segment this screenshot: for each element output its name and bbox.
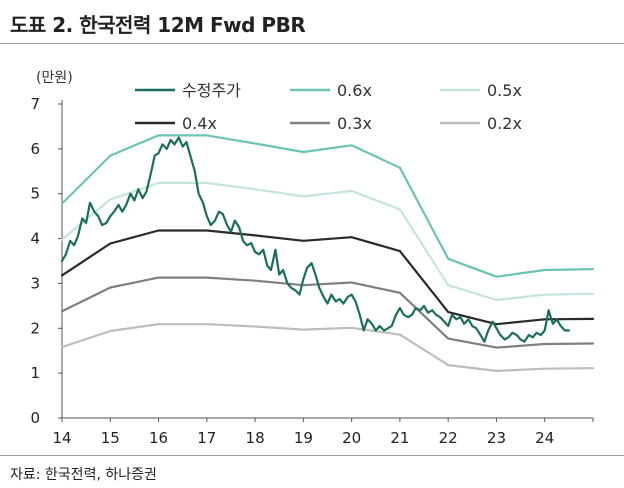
x-tick-label: 14 (52, 429, 71, 447)
figure-title: 도표 2. 한국전력 12M Fwd PBR (10, 13, 306, 37)
footer-divider (0, 455, 624, 456)
series-line-04x (60, 229, 595, 326)
series-line-05x (60, 181, 595, 302)
x-tick-label: 20 (342, 429, 361, 447)
x-tick-label: 17 (197, 429, 216, 447)
source-note: 자료: 한국전력, 하나증권 (10, 467, 157, 483)
y-tick-label: 0 (30, 409, 40, 427)
series-line-price (60, 136, 570, 343)
x-tick-label: 21 (390, 429, 409, 447)
series-line-03x (60, 276, 595, 349)
x-tick-label: 22 (439, 429, 458, 447)
y-tick-label: 6 (30, 140, 40, 158)
y-unit-label: (만원) (36, 70, 73, 86)
x-tick-label: 18 (246, 429, 265, 447)
y-tick-label: 4 (30, 230, 40, 248)
legend-label: 수정주가 (182, 81, 241, 100)
y-tick-label: 1 (30, 364, 40, 382)
x-tick-label: 23 (487, 429, 506, 447)
legend-label: 0.2x (487, 114, 522, 133)
y-tick-label: 7 (30, 95, 40, 113)
legend-label: 0.3x (337, 114, 372, 133)
y-tick-label: 5 (30, 185, 40, 203)
x-tick-label: 24 (535, 429, 554, 447)
legend-label: 0.4x (182, 114, 217, 133)
series-line-06x (60, 134, 595, 278)
x-tick-label: 19 (294, 429, 313, 447)
y-tick-label: 3 (30, 274, 40, 292)
y-tick-label: 2 (30, 319, 40, 337)
x-tick-label: 16 (149, 429, 168, 447)
x-tick-label: 15 (101, 429, 120, 447)
legend-label: 0.6x (337, 81, 372, 100)
series-line-02x (60, 323, 595, 372)
title-divider (0, 43, 624, 44)
legend-label: 0.5x (487, 81, 522, 100)
